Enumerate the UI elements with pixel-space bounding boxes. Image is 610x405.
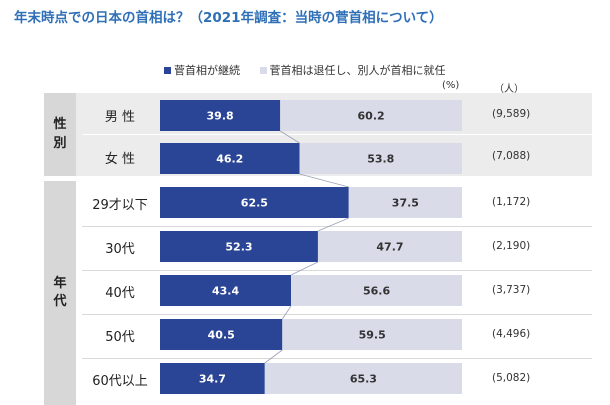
bar-segment-continue <box>160 231 318 262</box>
bar-segment-replaced <box>299 143 462 174</box>
bar-value-label-continue: 46.2 <box>216 153 243 166</box>
bar-value-label-replaced: 37.5 <box>392 197 419 210</box>
legend-item-continue: 菅首相が継続 <box>164 62 240 78</box>
category-label: 30代 <box>105 242 135 257</box>
bar-segment-replaced <box>317 231 462 262</box>
respondent-count: (3,737) <box>492 284 531 296</box>
row-separator <box>82 226 592 227</box>
bar-value-label-continue: 34.7 <box>199 373 226 386</box>
count-unit: （人） <box>494 84 524 95</box>
respondent-count: (9,589) <box>492 108 531 120</box>
row-separator <box>82 134 592 135</box>
legend-swatch-replaced <box>259 67 267 74</box>
category-label: 女 性 <box>104 152 136 167</box>
bar-segment-continue <box>160 187 349 218</box>
legend-swatch-continue <box>164 67 171 74</box>
bar-connector-line <box>279 130 300 144</box>
bar-segment-replaced <box>280 100 462 131</box>
respondent-count: (1,172) <box>492 196 531 208</box>
category-label: 50代 <box>105 330 135 345</box>
bar-value-label-replaced: 47.7 <box>376 241 403 254</box>
bar-connector-line <box>317 217 349 232</box>
bar-segment-replaced <box>264 363 462 394</box>
bar-value-label-continue: 40.5 <box>208 329 235 342</box>
bar-value-label-continue: 62.5 <box>241 197 268 210</box>
bar-connector-line <box>281 305 292 320</box>
category-label: 40代 <box>105 286 135 301</box>
category-label: 29才以下 <box>92 198 148 213</box>
respondent-count: (4,496) <box>492 328 531 340</box>
bar-segment-replaced <box>348 187 462 218</box>
bar-segment-continue <box>160 143 300 174</box>
bar-value-label-replaced: 53.8 <box>367 153 394 166</box>
group-label-gender: 性別 <box>44 93 76 176</box>
respondent-count: (7,088) <box>492 150 531 162</box>
row-separator <box>82 270 592 271</box>
bar-connector-line <box>264 349 283 364</box>
bar-segment-continue <box>160 275 292 306</box>
bar-segment-continue <box>160 319 283 350</box>
respondent-count: (5,082) <box>492 372 531 384</box>
chart-title: 年末時点での日本の首相は？（2021年調査：当時の菅首相について） <box>14 10 443 26</box>
bar-segment-continue <box>160 100 281 131</box>
bar-segment-replaced <box>282 319 462 350</box>
legend: 菅首相が継続 菅首相は退任し、別人が首相に就任 <box>164 62 462 78</box>
bar-value-label-replaced: 59.5 <box>359 329 386 342</box>
bar-value-label-continue: 52.3 <box>225 241 252 254</box>
category-label: 男 性 <box>104 110 136 125</box>
bar-value-label-replaced: 60.2 <box>358 110 385 123</box>
bar-segment-continue <box>160 363 265 394</box>
bar-connector-line <box>299 173 349 188</box>
bar-value-label-replaced: 65.3 <box>350 373 377 386</box>
legend-label-continue: 菅首相が継続 <box>174 64 240 77</box>
category-label: 60代以上 <box>92 374 148 389</box>
bar-value-label-continue: 43.4 <box>212 285 239 298</box>
bar-value-label-continue: 39.8 <box>207 110 234 123</box>
respondent-count: (2,190) <box>492 240 531 252</box>
row-separator <box>82 358 592 359</box>
bar-connector-line <box>290 261 319 276</box>
group-label-age: 年代 <box>44 181 76 405</box>
legend-label-replaced: 菅首相は退任し、別人が首相に就任 <box>269 64 446 77</box>
percent-unit: (%) <box>442 80 460 91</box>
bar-segment-replaced <box>291 275 462 306</box>
bar-value-label-replaced: 56.6 <box>363 285 390 298</box>
row-separator <box>82 314 592 315</box>
legend-item-replaced: 菅首相は退任し、別人が首相に就任 <box>259 62 446 78</box>
